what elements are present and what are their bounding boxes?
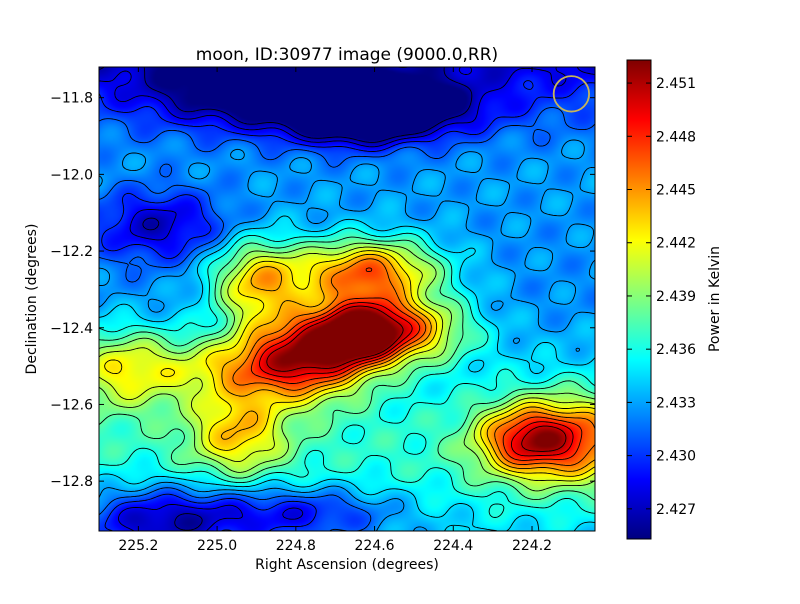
y-tick-label: −11.8 (50, 91, 93, 107)
colorbar-gradient (627, 60, 651, 539)
colorbar-tick-label: 2.436 (656, 342, 696, 358)
x-tick-label: 224.2 (512, 538, 552, 554)
y-tick-label: −12.4 (50, 321, 93, 337)
plot-area (99, 67, 595, 531)
y-tick-label: −12.6 (50, 397, 93, 413)
colorbar-tick-label: 2.451 (656, 76, 696, 92)
x-tick-label: 224.6 (355, 538, 395, 554)
colorbar-tick-label: 2.430 (656, 449, 696, 465)
colorbar-tick-label: 2.439 (656, 289, 696, 305)
x-tick-label: 224.4 (433, 538, 473, 554)
y-tick-label: −12.8 (50, 474, 93, 490)
colorbar-label: Power in Kelvin (707, 246, 723, 352)
y-tick-label: −12.0 (50, 167, 93, 183)
colorbar-tick-label: 2.433 (656, 395, 696, 411)
chart-title: moon, ID:30977 image (9000.0,RR) (196, 45, 498, 65)
figure: moon, ID:30977 image (9000.0,RR) 225.2 22… (0, 0, 800, 600)
colorbar: 2.451 2.448 2.445 2.442 2.439 2.436 2.433 2.430… (627, 60, 723, 539)
x-tick-label: 225.0 (197, 538, 237, 554)
colorbar-tick-label: 2.427 (656, 502, 696, 518)
x-tick-label: 224.8 (276, 538, 316, 554)
colorbar-tick-label: 2.442 (656, 236, 696, 252)
y-axis-label: Declination (degrees) (24, 224, 40, 375)
x-tick-label: 225.2 (118, 538, 158, 554)
colorbar-tick-label: 2.448 (656, 129, 696, 145)
y-tick-label: −12.2 (50, 244, 93, 260)
heatmap-chart: moon, ID:30977 image (9000.0,RR) 225.2 22… (0, 0, 800, 600)
x-axis-label: Right Ascension (degrees) (255, 557, 439, 573)
colorbar-tick-label: 2.445 (656, 183, 696, 199)
